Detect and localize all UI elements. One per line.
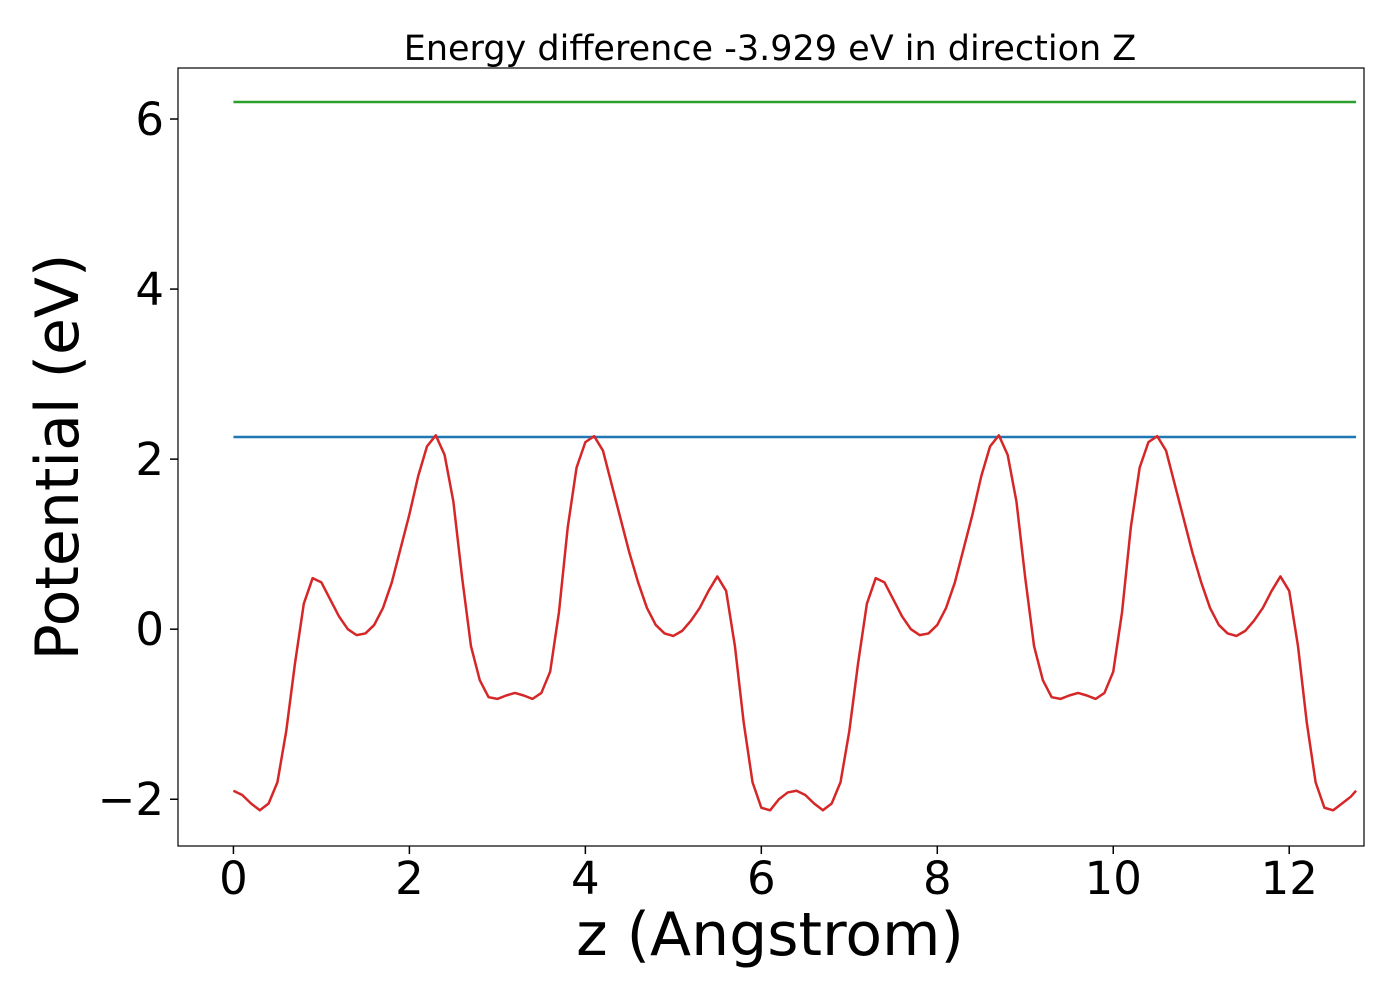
- plot-frame: [177, 67, 1365, 847]
- x-tick-label: 2: [395, 852, 424, 905]
- y-tick-label: 0: [135, 603, 164, 656]
- y-axis-label: Potential (eV): [23, 254, 93, 661]
- x-axis-label: z (Angstrom): [576, 900, 964, 970]
- potential-curve: [232, 434, 1358, 812]
- y-tick-label: 4: [135, 263, 164, 316]
- x-tick-label: 8: [923, 852, 952, 905]
- series-layer: [232, 100, 1358, 812]
- x-tick-label: 4: [571, 852, 600, 905]
- chart-title: Energy difference -3.929 eV in direction…: [404, 29, 1137, 69]
- x-tick-label: 6: [747, 852, 776, 905]
- y-tick-label: 2: [135, 433, 164, 486]
- x-axis-ticks: 0 2 4 6 8 10 12: [219, 846, 1318, 905]
- x-tick-label: 10: [1085, 852, 1142, 905]
- y-tick-label: −2: [98, 773, 164, 826]
- y-axis-ticks: −2 0 2 4 6: [98, 93, 178, 826]
- x-tick-label: 0: [219, 852, 248, 905]
- x-tick-label: 12: [1261, 852, 1318, 905]
- y-tick-label: 6: [135, 93, 164, 146]
